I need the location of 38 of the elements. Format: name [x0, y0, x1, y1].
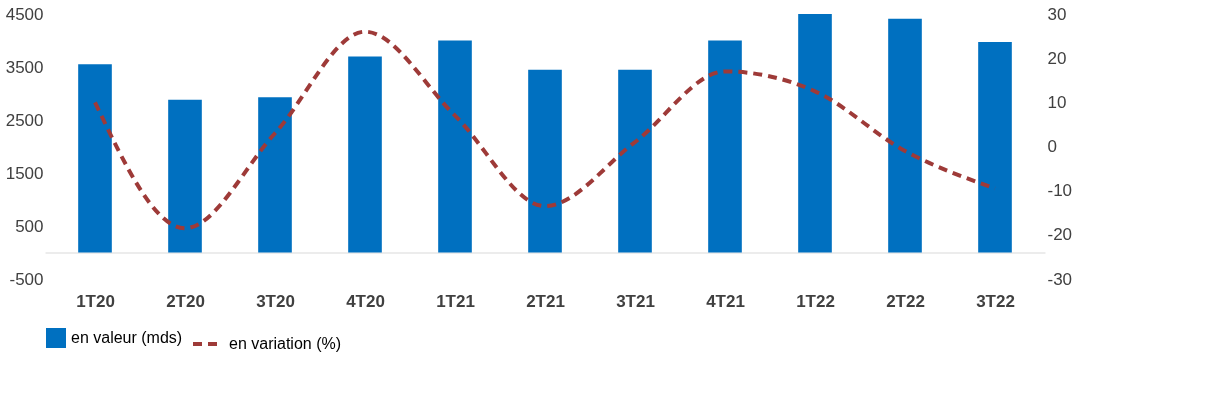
- legend-label: en variation (%): [229, 335, 342, 352]
- x-tick-label: 1T22: [796, 291, 835, 311]
- bar: [78, 64, 112, 253]
- x-tick-label: 4T20: [346, 291, 385, 311]
- bar: [798, 14, 832, 253]
- x-tick-label: 3T21: [616, 291, 655, 311]
- x-tick-label: 2T22: [886, 291, 925, 311]
- x-tick-label: 4T21: [706, 291, 745, 311]
- x-tick-label: 2T20: [166, 291, 205, 311]
- y2-tick-label: 10: [1047, 92, 1067, 112]
- legend-label: en valeur (mds): [71, 329, 183, 346]
- bar: [438, 40, 472, 253]
- x-tick-label: 1T21: [436, 291, 475, 311]
- bar: [528, 69, 562, 253]
- y-tick-label: 3500: [5, 57, 44, 77]
- bar: [168, 99, 202, 253]
- x-tick-label: 1T20: [76, 291, 115, 311]
- y2-tick-label: 30: [1047, 4, 1067, 24]
- y-tick-label: 1500: [5, 163, 44, 183]
- bar: [618, 69, 652, 253]
- x-tick-label: 3T22: [976, 291, 1015, 311]
- bar: [348, 56, 382, 253]
- x-tick-label: 3T20: [256, 291, 295, 311]
- y2-tick-label: 0: [1047, 137, 1057, 156]
- x-tick-label: 2T21: [526, 291, 565, 311]
- bar: [978, 42, 1012, 253]
- y2-tick-label: 20: [1047, 48, 1067, 68]
- y-tick-label: -500: [9, 269, 44, 289]
- y-tick-label: 2500: [5, 110, 44, 130]
- y-tick-label: 4500: [5, 4, 44, 24]
- bar: [888, 18, 922, 253]
- line-series: [93, 29, 997, 231]
- bar: [708, 40, 742, 253]
- y-tick-label: 500: [15, 216, 44, 236]
- y2-tick-label: -30: [1047, 269, 1073, 289]
- bar: [258, 97, 292, 253]
- y2-tick-label: -20: [1047, 225, 1073, 245]
- y2-tick-label: -10: [1047, 181, 1073, 201]
